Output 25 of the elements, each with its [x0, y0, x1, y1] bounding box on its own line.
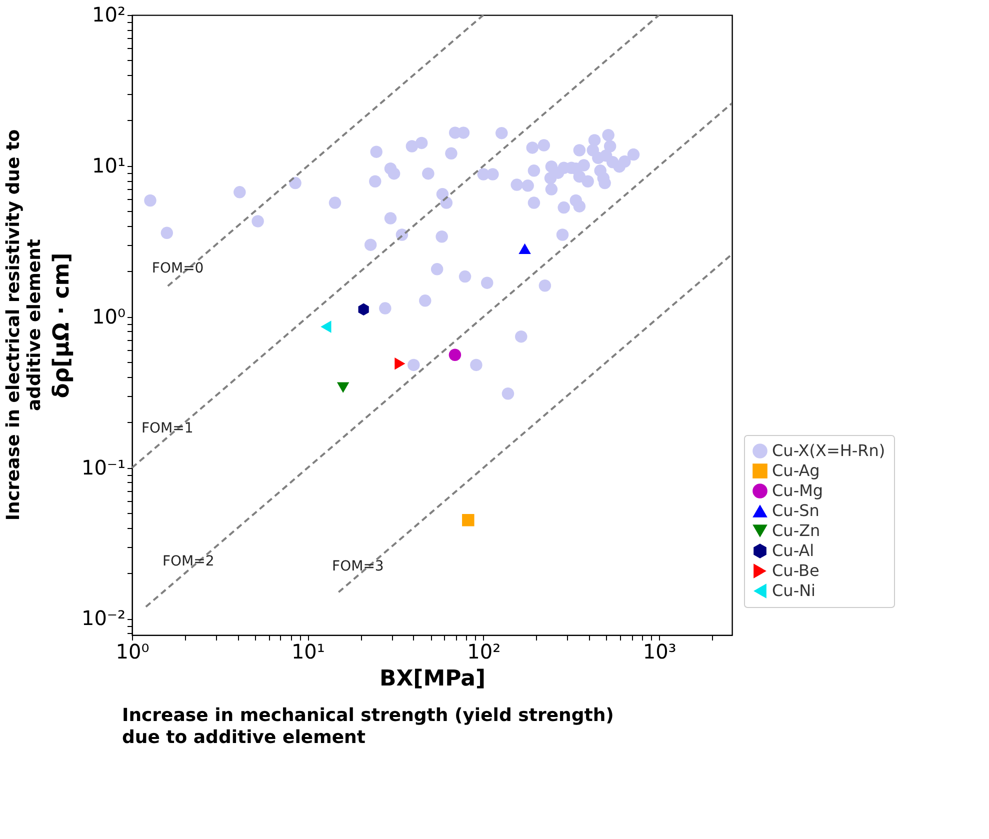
series-label: FOM=0 — [152, 260, 204, 277]
legend-label: Cu-Mg — [772, 481, 824, 500]
series-label: FOM=1 — [141, 420, 194, 436]
y-tick-label: 10⁻¹ — [81, 455, 126, 480]
legend-label: Cu-Be — [772, 561, 820, 580]
legend-label: Cu-Ag — [772, 461, 820, 480]
legend-label: Cu-Zn — [772, 521, 820, 540]
y-tick-label: 10⁰ — [92, 304, 126, 328]
x-axis-title: BX[MPa] — [379, 666, 486, 692]
legend-label: Cu-Ni — [772, 581, 816, 600]
text: Increase in mechanical strength (yield strength) due to additive element — [122, 705, 614, 748]
x-tick-label: 10⁰ — [116, 640, 150, 664]
y-tick-label: 10¹ — [92, 153, 126, 178]
legend-label: Cu-Sn — [772, 501, 820, 520]
series-label: FOM=2 — [162, 553, 214, 570]
y-axis-title: δρ[μΩ · cm] — [49, 252, 74, 398]
legend-label: Cu-Al — [772, 541, 814, 560]
y-tick-label: 10⁻² — [81, 606, 126, 630]
x-tick-label: 10² — [467, 640, 501, 664]
series-label: FOM=3 — [332, 558, 384, 575]
y-tick-label: 10² — [92, 2, 126, 26]
legend-label: Cu-X(X=H-Rn) — [772, 441, 886, 460]
text: Increase in electrical resistivity due to additive element — [3, 129, 45, 521]
x-tick-label: 10¹ — [291, 640, 325, 664]
x-tick-label: 10³ — [642, 640, 676, 664]
